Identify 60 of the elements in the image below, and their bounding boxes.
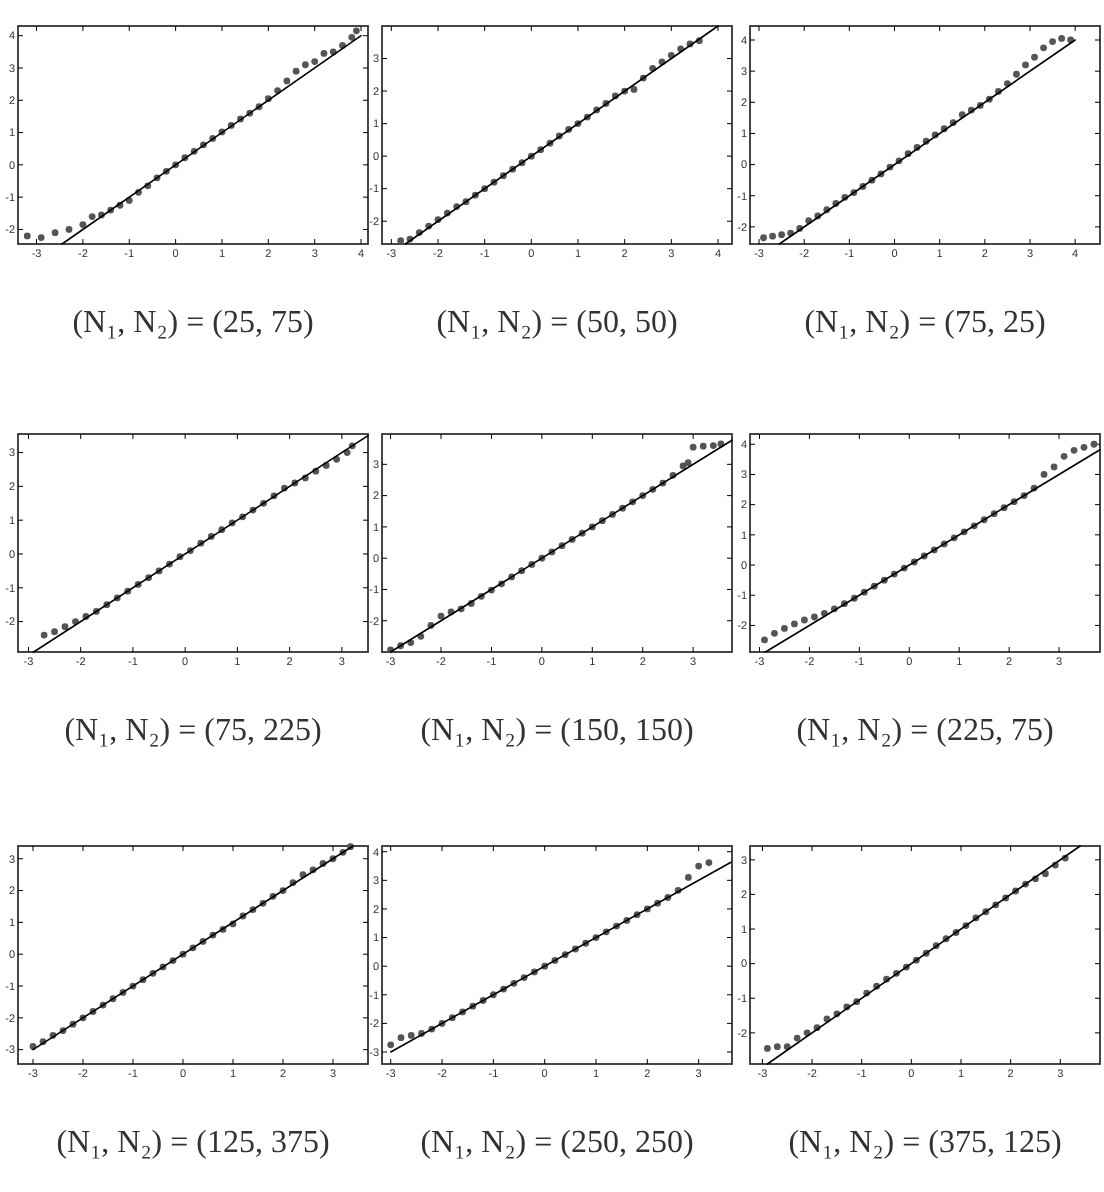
point xyxy=(684,874,692,881)
point xyxy=(761,636,768,644)
point xyxy=(23,232,31,240)
point xyxy=(88,213,96,220)
point xyxy=(407,1031,415,1039)
point xyxy=(397,237,405,245)
point xyxy=(387,1041,395,1049)
text: (N₁, N₂) = (75, 25) xyxy=(804,306,1046,340)
point xyxy=(801,616,808,624)
point xyxy=(40,631,48,639)
point xyxy=(699,442,707,450)
point xyxy=(51,229,59,237)
point xyxy=(1058,35,1066,42)
text: (N₁, N₂) = (375, 125) xyxy=(788,1126,1062,1160)
point xyxy=(65,226,73,233)
point xyxy=(292,67,300,75)
text: (N₁, N₂) = (225, 75) xyxy=(796,714,1054,748)
point xyxy=(778,231,786,239)
point xyxy=(791,620,798,628)
point xyxy=(302,61,309,69)
point xyxy=(1060,452,1068,460)
point xyxy=(630,86,638,93)
point xyxy=(1031,53,1038,61)
point xyxy=(1049,38,1056,45)
point xyxy=(760,234,767,242)
point xyxy=(771,629,778,637)
point xyxy=(1050,463,1058,471)
point xyxy=(695,862,703,870)
point xyxy=(1080,443,1088,451)
point xyxy=(773,1043,781,1051)
point xyxy=(769,232,776,240)
point xyxy=(684,459,692,467)
point xyxy=(1040,44,1047,52)
point xyxy=(320,50,328,57)
point xyxy=(397,1034,405,1042)
point xyxy=(283,77,291,85)
point xyxy=(37,234,45,241)
point xyxy=(51,628,58,636)
point xyxy=(1070,446,1078,454)
text: (N₁, N₂) = (75, 225) xyxy=(64,714,322,748)
point xyxy=(1040,471,1048,478)
point xyxy=(781,625,788,632)
point xyxy=(1022,61,1029,69)
text: (N₁, N₂) = (125, 375) xyxy=(56,1126,330,1160)
point xyxy=(689,443,697,451)
point xyxy=(763,1045,771,1052)
text: (N₁, N₂) = (25, 75) xyxy=(72,306,314,340)
point xyxy=(348,33,356,41)
point xyxy=(437,612,445,620)
text: (N₁, N₂) = (150, 150) xyxy=(420,714,694,748)
point xyxy=(811,613,818,621)
point xyxy=(1013,70,1020,78)
text: (N₁, N₂) = (50, 50) xyxy=(436,306,678,340)
point xyxy=(61,623,69,631)
point xyxy=(709,442,717,449)
point xyxy=(79,221,87,229)
point xyxy=(311,58,319,65)
point xyxy=(793,1034,801,1042)
text: (N₁, N₂) = (250, 250) xyxy=(420,1126,694,1160)
point xyxy=(705,859,713,866)
